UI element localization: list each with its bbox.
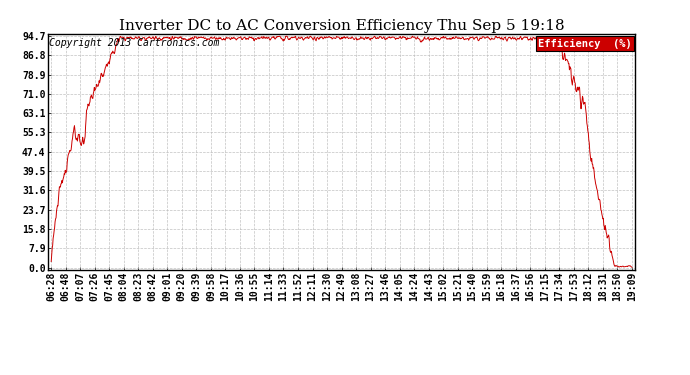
Title: Inverter DC to AC Conversion Efficiency Thu Sep 5 19:18: Inverter DC to AC Conversion Efficiency … xyxy=(119,19,564,33)
Text: Efficiency  (%): Efficiency (%) xyxy=(538,39,632,48)
Text: Copyright 2013 Cartronics.com: Copyright 2013 Cartronics.com xyxy=(50,39,220,48)
